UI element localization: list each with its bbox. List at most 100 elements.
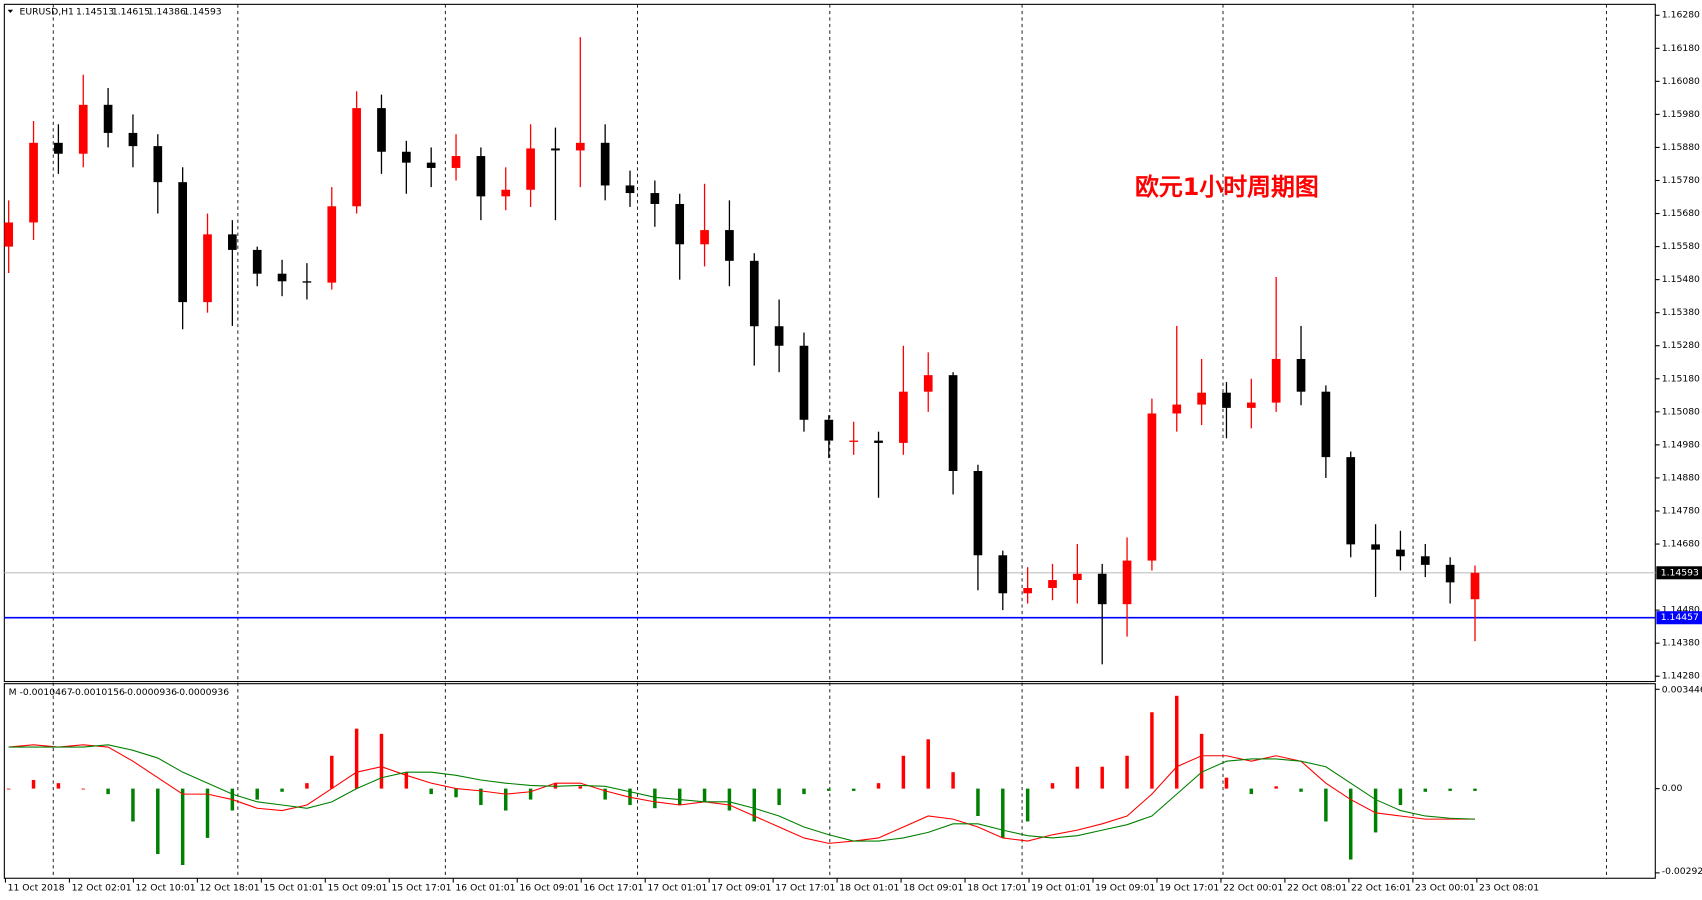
candle-body xyxy=(1470,572,1480,600)
y-tick-label: 1.14980 xyxy=(1662,439,1700,450)
candle-body xyxy=(774,326,784,346)
x-tick-label: 17 Oct 17:01 xyxy=(775,883,835,894)
candle-body xyxy=(1346,457,1356,545)
x-tick-label: 12 Oct 02:01 xyxy=(72,883,132,894)
header-value: 1.14513 xyxy=(76,6,114,17)
histogram-bar xyxy=(603,788,607,800)
candle-body xyxy=(1197,392,1206,405)
histogram-bar xyxy=(330,755,334,789)
histogram-bar xyxy=(255,788,259,800)
candle-body xyxy=(948,375,958,471)
x-tick-label: 17 Oct 01:01 xyxy=(647,883,707,894)
y-tick-label: -0.002923 xyxy=(1662,866,1702,877)
y-tick-label: 1.14380 xyxy=(1662,638,1700,649)
candle-body xyxy=(1073,573,1082,581)
y-tick-label: 1.14480 xyxy=(1662,605,1700,616)
candle-body xyxy=(327,206,337,283)
histogram-bar xyxy=(379,733,384,789)
candle-body xyxy=(377,108,386,152)
histogram-bar xyxy=(479,788,483,806)
histogram-bar xyxy=(1448,788,1452,791)
histogram-bar xyxy=(752,788,757,822)
candle-body xyxy=(252,249,262,274)
candle-body xyxy=(476,156,486,197)
candle-body xyxy=(54,142,63,154)
hline-box xyxy=(1656,611,1702,625)
histogram-bar xyxy=(976,788,980,816)
histogram-bar xyxy=(81,788,85,790)
histogram-bar xyxy=(827,788,831,791)
x-tick-label: 19 Oct 17:01 xyxy=(1159,883,1219,894)
candle-body xyxy=(29,142,38,223)
histogram-bar xyxy=(1175,695,1179,789)
histogram-bar xyxy=(578,786,583,789)
histogram-bar xyxy=(454,788,458,798)
histogram-bar xyxy=(1249,788,1254,795)
candle-body xyxy=(228,234,237,250)
candle-body xyxy=(1420,556,1430,565)
x-tick-label: 22 Oct 08:01 xyxy=(1287,883,1347,894)
candle-body xyxy=(799,345,809,420)
histogram-bar xyxy=(131,788,135,822)
histogram-bar xyxy=(56,783,61,789)
candle-body xyxy=(998,555,1008,594)
y-tick-label: 1.16180 xyxy=(1662,43,1700,54)
x-tick-label: 15 Oct 17:01 xyxy=(391,883,451,894)
candle-body xyxy=(575,142,585,151)
histogram-bar xyxy=(1274,786,1278,789)
y-tick-label: 1.14680 xyxy=(1662,539,1700,550)
candle-body xyxy=(874,440,883,443)
histogram-bar xyxy=(702,788,707,802)
candle-body xyxy=(551,148,560,151)
histogram-bar xyxy=(1423,788,1428,792)
candle-body xyxy=(973,470,983,556)
symbol: EURUSD,H1 xyxy=(20,6,75,17)
histogram-bar xyxy=(901,755,906,789)
menu-arrow xyxy=(7,9,14,14)
histogram-bar xyxy=(1050,783,1055,789)
candle-body xyxy=(625,185,635,194)
histogram-bar xyxy=(205,788,210,838)
candle-body xyxy=(700,230,709,245)
x-tick-label: 18 Oct 01:01 xyxy=(839,883,899,894)
histogram-bar xyxy=(951,772,955,789)
candle-body xyxy=(650,193,660,204)
x-tick-label: 22 Oct 00:01 xyxy=(1223,883,1283,894)
histogram-bar xyxy=(1075,766,1080,789)
histogram-bar xyxy=(1224,777,1229,789)
header-value: -0.0000936 xyxy=(124,687,177,698)
candle-body xyxy=(824,419,834,441)
histogram-bar xyxy=(1100,766,1104,789)
histogram-bar xyxy=(926,739,930,789)
histogram-bar xyxy=(1398,788,1403,806)
histogram-bar xyxy=(851,788,856,791)
header-value: -0.0010156 xyxy=(72,687,125,698)
y-tick-label: 1.15480 xyxy=(1662,274,1700,285)
histogram-bar xyxy=(354,728,359,789)
x-tick-label: 16 Oct 09:01 xyxy=(519,883,579,894)
candle-body xyxy=(1172,404,1182,414)
x-tick-label: 16 Oct 01:01 xyxy=(455,883,515,894)
current-price-box xyxy=(1656,566,1702,580)
x-tick-label: 16 Oct 17:01 xyxy=(583,883,643,894)
histogram-bar xyxy=(528,788,533,800)
histogram-bar xyxy=(31,779,36,789)
candle-body xyxy=(401,151,411,163)
indicator-label: M xyxy=(9,687,17,698)
histogram-bar xyxy=(1199,733,1204,789)
histogram-bar xyxy=(180,788,185,866)
header-value: 1.14615 xyxy=(112,6,150,17)
candle-body xyxy=(203,234,212,303)
x-tick-label: 17 Oct 09:01 xyxy=(711,883,771,894)
histogram-bar xyxy=(404,772,409,789)
histogram-bar xyxy=(1373,788,1378,833)
x-tick-label: 18 Oct 17:01 xyxy=(967,883,1027,894)
histogram-bar xyxy=(1473,788,1477,791)
candle-body xyxy=(923,375,933,392)
y-tick-label: 1.15980 xyxy=(1662,109,1700,120)
histogram-bar xyxy=(777,788,781,806)
y-tick-label: 1.14880 xyxy=(1662,472,1700,483)
x-tick-label: 15 Oct 09:01 xyxy=(327,883,387,894)
candle-body xyxy=(302,281,312,283)
